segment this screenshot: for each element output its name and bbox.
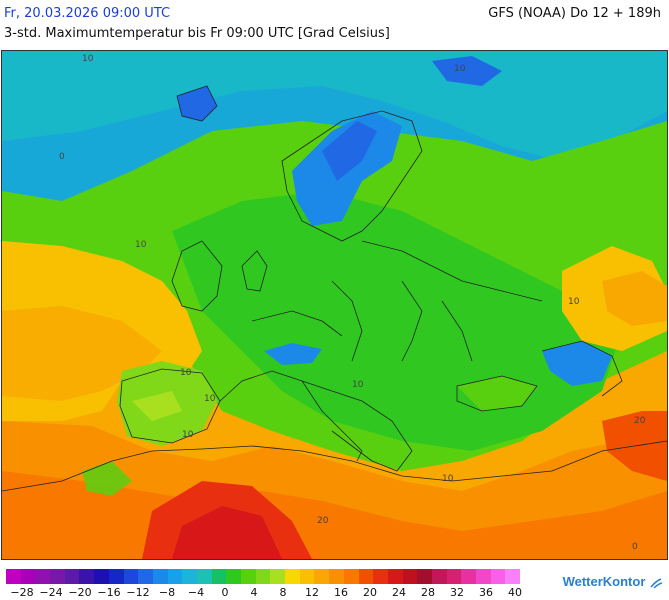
legend-swatch [343, 569, 359, 584]
legend-swatch [431, 569, 447, 584]
legend-label: −24 [39, 586, 63, 599]
legend-swatch [211, 569, 227, 584]
legend-swatch [167, 569, 183, 584]
legend-swatch [373, 569, 388, 584]
legend-label: −28 [10, 586, 34, 599]
legend-label: 4 [250, 586, 258, 599]
legend-swatch [226, 569, 241, 584]
legend-swatch [196, 569, 212, 584]
legend-label: 24 [392, 586, 406, 599]
legend-swatch [138, 569, 153, 584]
contour-label: 20 [634, 416, 646, 426]
legend-swatch [35, 569, 51, 584]
legend-swatch [299, 569, 315, 584]
color-scale-labels: −28 −24 −20 −16 −12 −8 −4 0 4 8 12 16 20 24 28 32 36 40 [0, 586, 540, 600]
legend-swatch [123, 569, 139, 584]
legend-swatch [182, 569, 197, 584]
contour-label: 10 [204, 394, 216, 404]
legend-swatch [241, 569, 256, 584]
legend-swatch [358, 569, 374, 584]
contour-label: 10 [182, 430, 194, 440]
contour-label: 0 [59, 152, 65, 162]
legend-label: 12 [305, 586, 319, 599]
legend-swatch [79, 569, 95, 584]
legend-swatch [50, 569, 65, 584]
legend-swatch [314, 569, 330, 584]
legend-swatch [64, 569, 80, 584]
legend-swatch [446, 569, 462, 584]
legend-swatch [387, 569, 403, 584]
legend-swatch [461, 569, 476, 584]
legend-label: −12 [126, 586, 150, 599]
legend-swatch [285, 569, 300, 584]
legend-swatch [490, 569, 506, 584]
wetterkontor-logo: WetterKontor [563, 574, 663, 589]
legend-label: 8 [279, 586, 287, 599]
legend-swatch [505, 569, 521, 584]
legend-swatch [6, 569, 21, 584]
contour-label: 10 [568, 297, 580, 307]
forecast-date: Fr, 20.03.2026 09:00 UTC [4, 6, 171, 21]
contour-label: 10 [352, 380, 364, 390]
temperature-map: 10 10 0 10 10 10 10 10 20 10 20 10 0 [1, 50, 668, 560]
contour-label: 20 [317, 516, 329, 526]
legend-swatch [152, 569, 168, 584]
map-description: 3-std. Maximumtemperatur bis Fr 09:00 UT… [4, 26, 390, 41]
model-run: GFS (NOAA) Do 12 + 189h [488, 6, 661, 21]
legend-label: 28 [421, 586, 435, 599]
legend-label: 36 [479, 586, 493, 599]
legend-label: 32 [450, 586, 464, 599]
legend-swatch [20, 569, 36, 584]
legend-label: −4 [187, 586, 205, 599]
legend-label: 0 [221, 586, 229, 599]
legend-swatch [329, 569, 344, 584]
legend-swatch [255, 569, 271, 584]
contour-label: 10 [135, 240, 147, 250]
legend-label: 20 [363, 586, 377, 599]
legend-swatch [108, 569, 124, 584]
color-scale-bar [6, 569, 521, 584]
logo-text: WetterKontor [562, 574, 646, 589]
contour-label: 10 [442, 474, 454, 484]
contour-label: 10 [454, 64, 466, 74]
legend-label: 16 [334, 586, 348, 599]
legend-swatch [402, 569, 418, 584]
legend-label: −20 [68, 586, 92, 599]
contour-label: 0 [632, 542, 638, 552]
legend-swatch [94, 569, 109, 584]
logo-waves-icon [650, 577, 663, 589]
legend-label: −8 [158, 586, 176, 599]
legend-label: −16 [97, 586, 121, 599]
legend-swatch [417, 569, 432, 584]
legend-label: 40 [508, 586, 522, 599]
contour-label: 10 [180, 368, 192, 378]
contour-label: 10 [82, 54, 94, 64]
legend-swatch [476, 569, 491, 584]
legend-swatch [270, 569, 286, 584]
